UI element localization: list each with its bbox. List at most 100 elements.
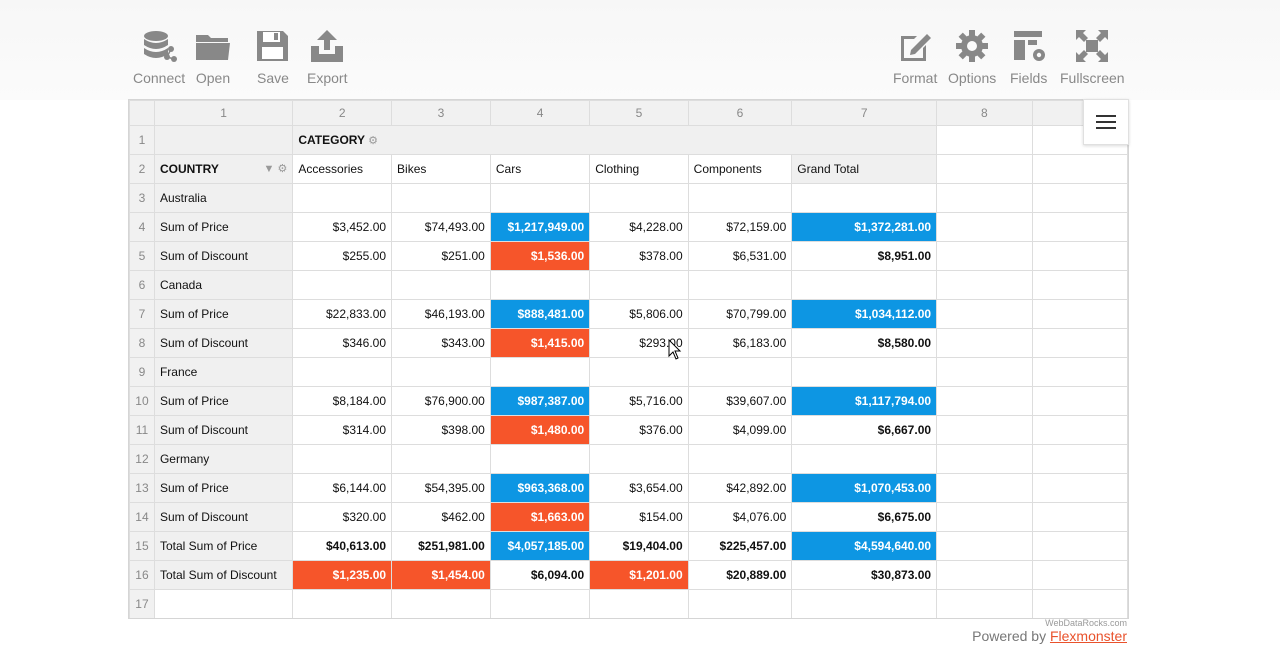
value-cell[interactable]: $8,580.00 xyxy=(791,328,938,358)
row-number[interactable]: 7 xyxy=(129,299,155,329)
category-gear-icon[interactable]: ⚙ xyxy=(365,135,378,147)
row-number[interactable]: 11 xyxy=(129,415,155,445)
row-number[interactable]: 4 xyxy=(129,212,155,242)
value-cell[interactable]: $19,404.00 xyxy=(589,531,689,561)
value-cell[interactable]: $1,480.00 xyxy=(489,415,591,445)
value-cell[interactable]: $1,536.00 xyxy=(489,241,591,271)
options-button[interactable]: Options xyxy=(948,28,996,86)
value-cell[interactable]: $3,654.00 xyxy=(589,473,689,503)
value-cell[interactable]: $42,892.00 xyxy=(687,473,793,503)
value-cell[interactable]: $6,183.00 xyxy=(687,328,793,358)
value-cell[interactable]: $1,454.00 xyxy=(391,560,491,590)
value-cell[interactable]: $6,094.00 xyxy=(489,560,591,590)
row-number[interactable]: 17 xyxy=(129,589,155,618)
value-cell[interactable]: $46,193.00 xyxy=(391,299,491,329)
row-number[interactable]: 12 xyxy=(129,444,155,474)
value-cell[interactable]: $251,981.00 xyxy=(391,531,491,561)
connect-button[interactable]: Connect xyxy=(133,28,185,86)
row-number[interactable]: 13 xyxy=(129,473,155,503)
value-cell[interactable]: $6,531.00 xyxy=(687,241,793,271)
value-cell[interactable]: $72,159.00 xyxy=(687,212,793,242)
value-cell[interactable]: $8,951.00 xyxy=(791,241,938,271)
value-cell[interactable]: $22,833.00 xyxy=(292,299,393,329)
column-header[interactable]: 6 xyxy=(687,100,793,126)
value-cell[interactable]: $320.00 xyxy=(292,502,393,532)
row-number[interactable]: 1 xyxy=(129,125,155,155)
value-cell[interactable]: $987,387.00 xyxy=(489,386,591,416)
row-number[interactable]: 10 xyxy=(129,386,155,416)
row-label[interactable]: Canada xyxy=(153,270,294,300)
value-cell[interactable]: $3,452.00 xyxy=(292,212,393,242)
column-header[interactable]: 4 xyxy=(489,100,591,126)
value-cell[interactable]: $1,201.00 xyxy=(589,560,689,590)
value-cell[interactable]: $6,144.00 xyxy=(292,473,393,503)
column-header[interactable]: 5 xyxy=(589,100,689,126)
row-number[interactable]: 16 xyxy=(129,560,155,590)
value-cell[interactable]: $1,217,949.00 xyxy=(489,212,591,242)
value-cell[interactable]: $54,395.00 xyxy=(391,473,491,503)
value-cell[interactable]: $225,457.00 xyxy=(687,531,793,561)
flexmonster-link[interactable]: Flexmonster xyxy=(1049,628,1127,644)
category-header[interactable]: Clothing xyxy=(589,154,689,184)
category-header[interactable]: Accessories xyxy=(292,154,393,184)
row-label[interactable]: Sum of Discount xyxy=(153,415,294,445)
value-cell[interactable]: $1,070,453.00 xyxy=(791,473,938,503)
value-cell[interactable]: $888,481.00 xyxy=(489,299,591,329)
country-caption-cell[interactable]: COUNTRY ▼ ⚙ xyxy=(153,154,294,184)
value-cell[interactable]: $39,607.00 xyxy=(687,386,793,416)
row-number[interactable]: 15 xyxy=(129,531,155,561)
format-button[interactable]: Format xyxy=(893,28,937,86)
value-cell[interactable]: $255.00 xyxy=(292,241,393,271)
value-cell[interactable]: $4,594,640.00 xyxy=(791,531,938,561)
row-number[interactable]: 9 xyxy=(129,357,155,387)
row-label[interactable]: Sum of Discount xyxy=(153,502,294,532)
fullscreen-button[interactable]: Fullscreen xyxy=(1060,28,1125,86)
save-button[interactable]: Save xyxy=(255,28,291,86)
value-cell[interactable]: $154.00 xyxy=(589,502,689,532)
value-cell[interactable]: $251.00 xyxy=(391,241,491,271)
open-button[interactable]: Open xyxy=(195,28,231,86)
value-cell[interactable]: $6,667.00 xyxy=(791,415,938,445)
value-cell[interactable]: $378.00 xyxy=(589,241,689,271)
row-label[interactable]: Australia xyxy=(153,183,294,213)
row-number[interactable]: 8 xyxy=(129,328,155,358)
value-cell[interactable]: $4,076.00 xyxy=(687,502,793,532)
value-cell[interactable]: $1,117,794.00 xyxy=(791,386,938,416)
value-cell[interactable]: $40,613.00 xyxy=(292,531,393,561)
row-number[interactable]: 2 xyxy=(129,154,155,184)
value-cell[interactable]: $1,034,112.00 xyxy=(791,299,938,329)
value-cell[interactable]: $462.00 xyxy=(391,502,491,532)
fields-button[interactable]: Fields xyxy=(1010,28,1047,86)
row-number[interactable]: 3 xyxy=(129,183,155,213)
category-header[interactable]: Grand Total xyxy=(791,154,938,184)
row-number[interactable]: 14 xyxy=(129,502,155,532)
value-cell[interactable]: $963,368.00 xyxy=(489,473,591,503)
column-header[interactable]: 8 xyxy=(936,100,1033,126)
export-button[interactable]: Export xyxy=(307,28,347,86)
row-label[interactable]: Sum of Discount xyxy=(153,241,294,271)
value-cell[interactable]: $74,493.00 xyxy=(391,212,491,242)
category-header[interactable]: Bikes xyxy=(391,154,491,184)
value-cell[interactable]: $30,873.00 xyxy=(791,560,938,590)
row-label[interactable]: Sum of Price xyxy=(153,212,294,242)
filter-icon[interactable]: ▼ xyxy=(263,163,275,175)
value-cell[interactable]: $1,372,281.00 xyxy=(791,212,938,242)
row-label[interactable]: Total Sum of Discount xyxy=(153,560,294,590)
value-cell[interactable]: $1,663.00 xyxy=(489,502,591,532)
value-cell[interactable]: $343.00 xyxy=(391,328,491,358)
value-cell[interactable]: $8,184.00 xyxy=(292,386,393,416)
value-cell[interactable]: $1,235.00 xyxy=(292,560,393,590)
value-cell[interactable]: $4,228.00 xyxy=(589,212,689,242)
pivot-grid[interactable]: 1 2 3 4 5 6 7 8 1 CATEGORY ⚙ 2 COUNTRY ▼ ⚙ Accessorie… xyxy=(128,99,1129,619)
value-cell[interactable]: $376.00 xyxy=(589,415,689,445)
value-cell[interactable]: $6,675.00 xyxy=(791,502,938,532)
row-number[interactable]: 6 xyxy=(129,270,155,300)
row-label[interactable]: Sum of Price xyxy=(153,299,294,329)
filter-gear-icons[interactable]: ▼ ⚙ xyxy=(264,162,288,175)
gear-icon[interactable]: ⚙ xyxy=(274,163,288,175)
value-cell[interactable]: $20,889.00 xyxy=(687,560,793,590)
value-cell[interactable]: $5,716.00 xyxy=(589,386,689,416)
row-label[interactable]: Sum of Discount xyxy=(153,328,294,358)
category-caption-cell[interactable]: CATEGORY ⚙ xyxy=(292,125,938,155)
value-cell[interactable]: $314.00 xyxy=(292,415,393,445)
